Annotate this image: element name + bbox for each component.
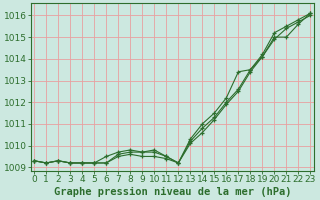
X-axis label: Graphe pression niveau de la mer (hPa): Graphe pression niveau de la mer (hPa): [53, 186, 291, 197]
